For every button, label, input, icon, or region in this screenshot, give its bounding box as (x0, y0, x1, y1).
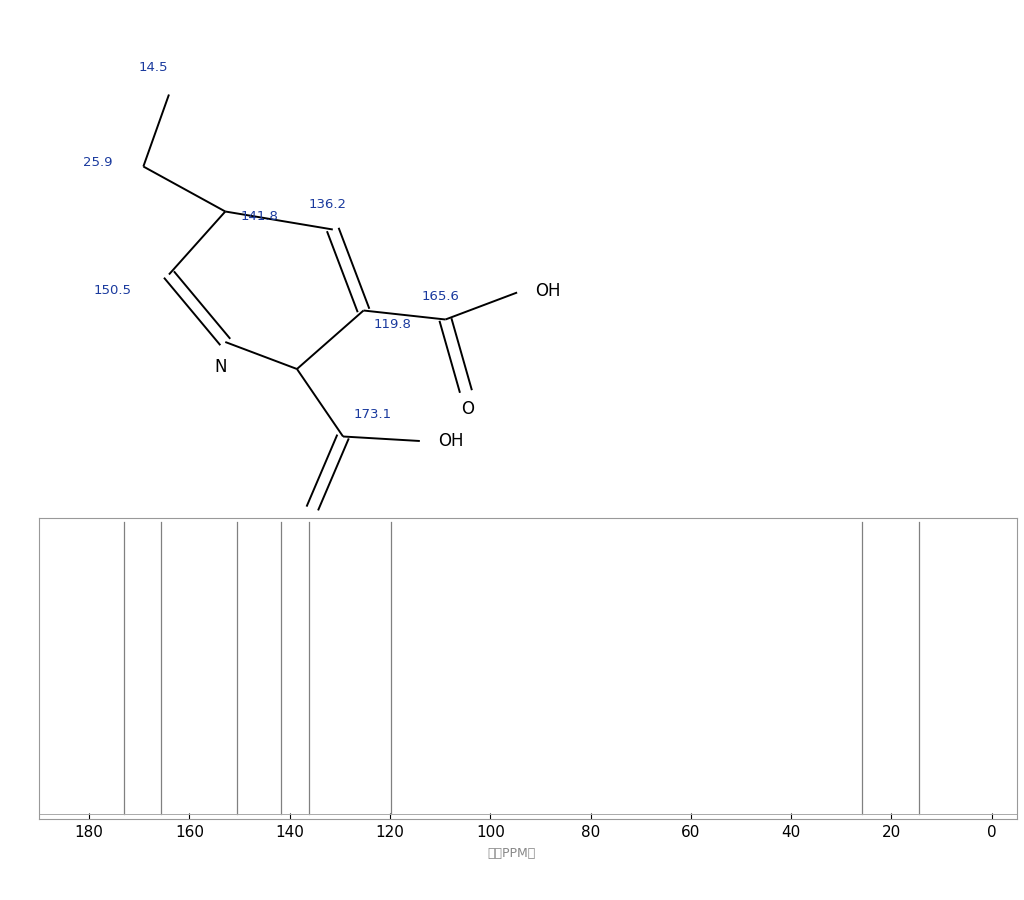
Text: O: O (304, 519, 316, 537)
Text: 14.5: 14.5 (139, 61, 168, 74)
Text: 119.8: 119.8 (374, 318, 412, 330)
Text: 165.6: 165.6 (422, 291, 459, 303)
Text: 173.1: 173.1 (353, 408, 391, 420)
Text: 25.9: 25.9 (83, 156, 112, 168)
Text: N: N (214, 358, 226, 376)
Text: OH: OH (438, 432, 463, 450)
Text: 141.8: 141.8 (241, 210, 279, 222)
Text: 136.2: 136.2 (308, 198, 347, 211)
Text: OH: OH (536, 282, 560, 300)
Text: 盖德PPM网: 盖德PPM网 (487, 847, 537, 860)
Text: 150.5: 150.5 (93, 284, 132, 297)
Text: O: O (462, 400, 474, 418)
